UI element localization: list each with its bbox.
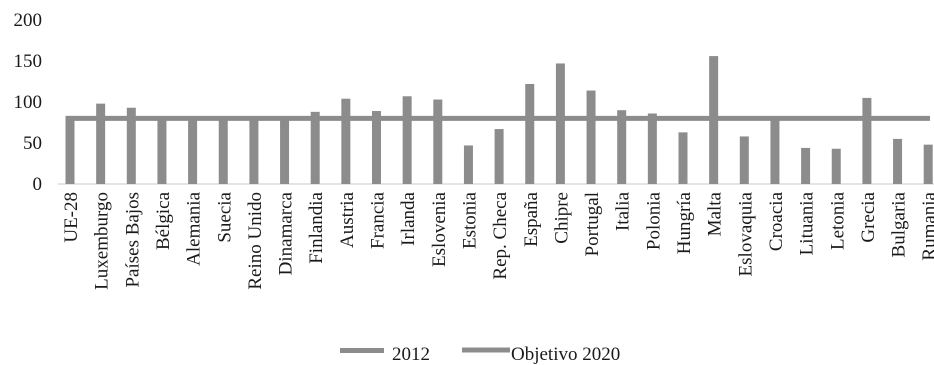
bar (525, 83, 535, 184)
y-tick-label: 150 (14, 51, 43, 72)
y-tick-label: 50 (23, 133, 42, 154)
bar (893, 138, 903, 184)
x-category-label: Italia (613, 191, 634, 231)
x-category-label: Luxemburgo (92, 192, 113, 290)
bar (433, 99, 443, 184)
x-category-label: Irlanda (398, 191, 419, 245)
y-tick-label: 200 (14, 10, 43, 31)
x-category-label: España (521, 191, 542, 246)
bar (402, 96, 412, 184)
x-category-label: Países Bajos (122, 192, 143, 288)
legend-label-2012: 2012 (392, 344, 430, 365)
x-axis-category-labels: UE-28 Luxemburgo Países Bajos Bélgica Aleman… (61, 191, 934, 289)
bar (372, 111, 381, 184)
legend-swatch-2012 (340, 348, 384, 353)
bar (341, 98, 351, 184)
bar-series-2012 (65, 56, 933, 184)
x-category-label: UE-28 (61, 192, 82, 243)
y-tick-label: 0 (33, 174, 43, 195)
x-category-label: Austria (337, 191, 358, 248)
bar (280, 118, 290, 184)
x-category-label: Malta (705, 191, 726, 236)
bar (617, 110, 627, 184)
bar (586, 90, 596, 184)
x-category-label: Reino Unido (245, 192, 266, 290)
x-category-label: Letonia (827, 191, 848, 250)
x-category-label: Dinamarca (276, 191, 297, 275)
legend: 2012 Objetivo 2020 (340, 344, 620, 365)
x-category-label: Francia (368, 191, 389, 249)
y-axis-tick-labels: 0 50 100 150 200 (14, 10, 43, 195)
x-category-label: Bélgica (153, 191, 174, 250)
bar (494, 129, 504, 184)
bar (678, 132, 688, 184)
bar (770, 119, 780, 184)
y-tick-label: 100 (14, 92, 43, 113)
x-category-label: Finlandia (306, 191, 327, 263)
bar (647, 113, 657, 184)
bar (831, 148, 841, 184)
bar (463, 145, 473, 184)
bar (801, 147, 811, 184)
x-category-label: Suecia (214, 191, 235, 242)
x-category-label: Portugal (582, 192, 603, 256)
bar (218, 118, 228, 184)
x-category-label: Eslovaquia (735, 191, 756, 276)
bar (65, 115, 75, 184)
bar (923, 144, 933, 184)
x-category-label: Rumania (919, 191, 934, 260)
x-category-label: Estonia (459, 191, 480, 249)
x-category-label: Hungría (674, 191, 695, 254)
x-category-label: Eslovenia (429, 191, 450, 266)
x-category-label: Lituania (797, 191, 818, 255)
x-category-label: Rep. Checa (490, 191, 511, 279)
legend-label-objetivo-2020: Objetivo 2020 (511, 344, 620, 365)
bar (739, 136, 749, 184)
x-category-label: Polonia (643, 191, 664, 250)
x-category-label: Grecia (858, 191, 879, 242)
x-category-label: Bulgaria (889, 191, 910, 257)
bar (188, 119, 198, 184)
x-category-label: Croacia (766, 191, 787, 251)
bar (249, 118, 259, 184)
bar (126, 107, 136, 184)
x-category-label: Alemania (184, 191, 205, 265)
bar (862, 97, 872, 184)
bar (96, 103, 106, 184)
bar (555, 63, 565, 184)
bar (157, 118, 167, 184)
bar (310, 111, 320, 184)
x-category-label: Chipre (551, 192, 572, 244)
